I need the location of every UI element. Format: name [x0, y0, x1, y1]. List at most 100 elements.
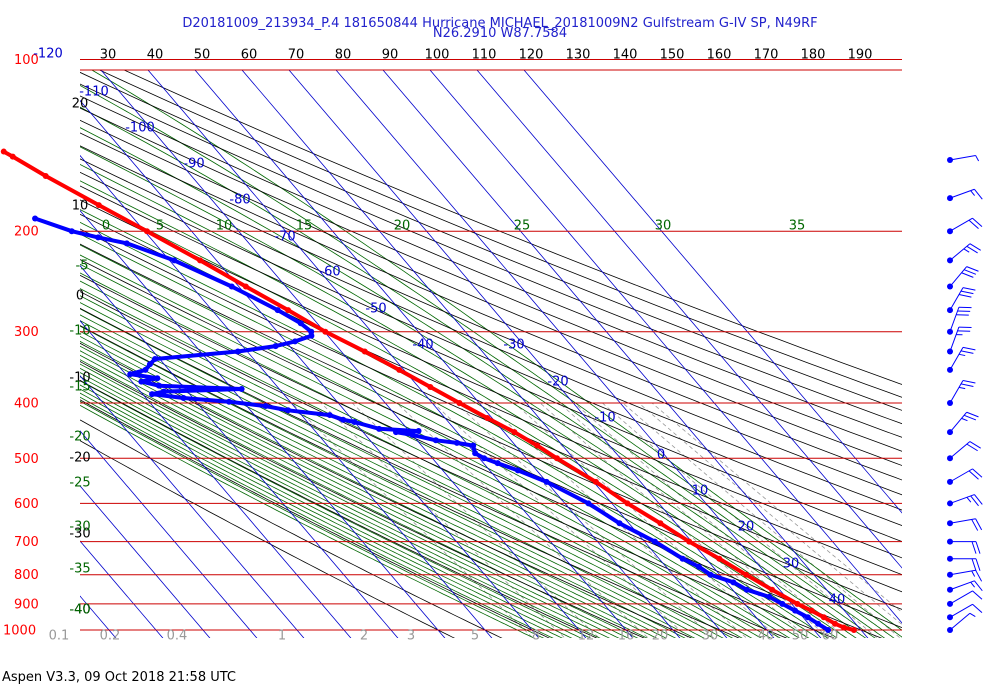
dry-adiabat-line	[80, 171, 902, 527]
isotherm-line	[80, 430, 258, 638]
wind-barb	[947, 518, 983, 531]
pressure-label: 800	[14, 568, 39, 583]
wind-barb-flag	[960, 383, 974, 387]
mixing-ratio-line	[396, 402, 649, 638]
wind-barb	[947, 555, 981, 571]
wind-barb-shaft	[949, 154, 976, 161]
wind-barb-half-flag	[966, 496, 972, 503]
dry-adiabat-line	[80, 71, 902, 411]
moist-adiabat-label: 25	[514, 219, 531, 234]
wind-barb	[947, 266, 979, 290]
wind-barb-half-flag	[958, 353, 966, 357]
isotherm-label: 30	[783, 557, 800, 572]
moist-adiabat-line	[91, 70, 902, 631]
temperature-point	[808, 607, 815, 614]
dry-adiabat-label: -30	[69, 527, 90, 542]
dewpoint-point	[707, 571, 714, 578]
pressure-label: 500	[14, 452, 39, 467]
dewpoint-point	[481, 455, 488, 462]
temperature-point	[361, 348, 368, 355]
dewpoint-point	[292, 338, 299, 345]
pressure-label: 200	[14, 225, 39, 240]
wind-barb-shaft	[949, 590, 973, 605]
dewpoint-point	[825, 627, 832, 633]
temperature-point	[769, 586, 776, 593]
wind-barb	[947, 441, 981, 462]
wind-barb-flag	[975, 541, 981, 554]
temperature-point	[197, 257, 204, 264]
isotherm-label: -50	[365, 302, 386, 317]
dry-adiabat-line	[80, 107, 902, 452]
wind-barb-flag	[966, 245, 978, 254]
wind-barb-flag	[971, 558, 977, 571]
moist-adiabat-label: -15	[69, 380, 90, 395]
wind-barb-half-flag	[975, 155, 980, 162]
wind-barb	[947, 494, 983, 507]
wind-barb-shaft	[949, 266, 968, 287]
dewpoint-point	[743, 586, 750, 593]
wind-barb-shaft	[949, 380, 964, 404]
moist-adiabat-label: -10	[69, 324, 90, 339]
moist-adiabat-label: 5	[156, 219, 164, 234]
moist-adiabat-line	[80, 380, 592, 638]
wind-barb	[947, 590, 983, 607]
mixing-ratio-label: 50	[792, 629, 809, 644]
dewpoint-point	[297, 320, 304, 327]
wind-barb-shaft	[949, 287, 964, 311]
wind-barb-flag	[968, 470, 979, 480]
dewpoint-point	[585, 500, 592, 507]
wind-barb-shaft	[949, 518, 976, 524]
wind-barb-shaft	[949, 468, 973, 483]
moist-adiabat-line	[80, 336, 686, 638]
dewpoint-point	[234, 348, 241, 355]
top-axis-label: 90	[382, 48, 399, 63]
wind-barb-flag	[966, 266, 979, 272]
wind-barb-flag	[958, 294, 972, 298]
wind-barb-shaft	[949, 580, 975, 591]
mixing-ratio-line	[433, 402, 690, 638]
dry-adiabat-label: -20	[69, 451, 90, 466]
moist-adiabat-label: 30	[655, 219, 672, 234]
wind-barb-shaft	[949, 243, 971, 261]
moist-adiabat-line	[80, 363, 629, 638]
wind-barb-flag	[962, 287, 976, 291]
isotherm-label: -30	[503, 338, 524, 353]
dry-adiabat-label: -40	[69, 603, 90, 618]
dewpoint-point	[138, 378, 145, 385]
pressure-label: 1000	[3, 624, 36, 639]
moist-adiabat-line	[80, 320, 715, 638]
wind-barb	[947, 326, 972, 355]
isotherm-label: -20	[547, 375, 568, 390]
mixing-ratio-label: 0.4	[167, 629, 188, 644]
wind-barb-flag	[972, 590, 983, 600]
moist-adiabat-line	[80, 325, 705, 638]
dewpoint-point	[149, 391, 156, 398]
moist-adiabat-line	[80, 106, 895, 638]
temperature-point	[794, 600, 801, 607]
wind-barb-shaft	[949, 307, 960, 332]
top-axis-label: 50	[194, 48, 211, 63]
temperature-point	[534, 442, 541, 449]
dewpoint-point	[453, 439, 460, 446]
dry-adiabats	[80, 70, 902, 638]
mixing-ratio-line	[602, 402, 878, 638]
isotherm-label: -80	[229, 193, 250, 208]
pressure-label: 400	[14, 396, 39, 411]
dewpoint-point	[285, 407, 292, 414]
isotherm-line	[80, 320, 352, 638]
moist-adiabat-line	[80, 127, 886, 638]
pressure-label: 900	[14, 597, 39, 612]
wind-barb-flag	[970, 495, 979, 507]
isotherm-line	[80, 485, 211, 638]
wind-barbs	[947, 154, 983, 633]
wind-barb-shaft	[949, 569, 976, 576]
wind-barb-half-flag	[963, 248, 970, 253]
isotherm-line	[241, 70, 728, 638]
wind-barb-flag	[971, 541, 977, 554]
dewpoint-point	[792, 607, 799, 614]
moist-adiabat-line	[80, 354, 648, 638]
wind-barb-shaft	[949, 347, 964, 371]
top-axis-label: 100	[425, 48, 450, 63]
wind-barb-flag	[975, 569, 983, 582]
